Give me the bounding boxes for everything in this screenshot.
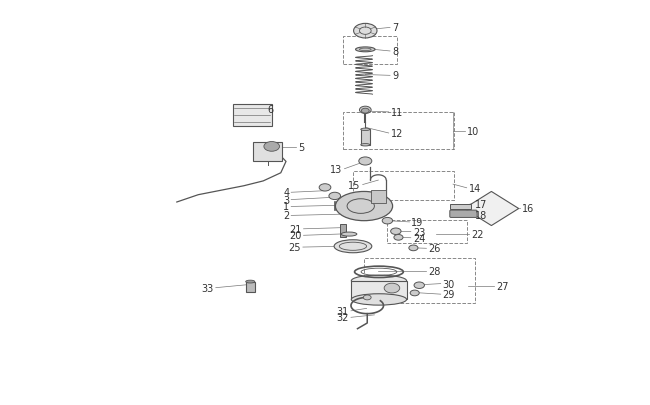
FancyBboxPatch shape <box>361 130 370 145</box>
Circle shape <box>363 295 371 300</box>
Circle shape <box>409 245 418 251</box>
Text: 6: 6 <box>267 104 273 114</box>
Ellipse shape <box>334 240 372 253</box>
Text: 33: 33 <box>202 283 214 293</box>
Text: 20: 20 <box>289 231 302 241</box>
Ellipse shape <box>356 48 375 53</box>
Circle shape <box>394 235 403 241</box>
Text: 32: 32 <box>337 313 349 322</box>
Text: 8: 8 <box>392 47 398 57</box>
Ellipse shape <box>361 129 370 131</box>
Text: 31: 31 <box>337 306 349 316</box>
Text: 19: 19 <box>411 217 424 227</box>
Circle shape <box>354 24 377 39</box>
Circle shape <box>384 284 400 293</box>
Ellipse shape <box>351 294 407 305</box>
Ellipse shape <box>335 192 393 221</box>
FancyBboxPatch shape <box>246 282 255 292</box>
Circle shape <box>361 109 369 114</box>
Polygon shape <box>464 192 519 226</box>
Circle shape <box>319 184 331 192</box>
Text: 7: 7 <box>392 23 398 33</box>
Text: 14: 14 <box>469 183 481 193</box>
Text: 4: 4 <box>283 188 289 198</box>
Ellipse shape <box>246 280 255 284</box>
Circle shape <box>382 218 393 224</box>
Ellipse shape <box>341 232 357 237</box>
Text: 27: 27 <box>496 281 508 291</box>
Text: 3: 3 <box>283 195 289 205</box>
Circle shape <box>264 142 280 152</box>
Text: 1: 1 <box>283 202 289 212</box>
Text: 22: 22 <box>471 229 484 239</box>
Circle shape <box>391 228 401 235</box>
Circle shape <box>329 193 341 200</box>
Text: 28: 28 <box>428 266 441 276</box>
Text: 25: 25 <box>289 243 301 252</box>
Text: 18: 18 <box>475 211 488 221</box>
Text: 11: 11 <box>391 108 403 117</box>
Circle shape <box>359 158 372 166</box>
FancyBboxPatch shape <box>450 211 477 218</box>
FancyBboxPatch shape <box>340 225 346 237</box>
FancyBboxPatch shape <box>351 281 407 300</box>
Text: 9: 9 <box>392 71 398 81</box>
Ellipse shape <box>351 275 407 287</box>
Text: 15: 15 <box>348 180 361 190</box>
Ellipse shape <box>361 144 370 147</box>
FancyBboxPatch shape <box>370 190 386 203</box>
Circle shape <box>359 107 371 114</box>
Text: 12: 12 <box>391 129 403 139</box>
FancyBboxPatch shape <box>233 105 272 127</box>
Circle shape <box>414 282 424 289</box>
FancyBboxPatch shape <box>254 143 282 162</box>
FancyBboxPatch shape <box>450 204 471 210</box>
Text: 29: 29 <box>443 290 455 299</box>
Text: 2: 2 <box>283 211 289 221</box>
Circle shape <box>410 290 419 296</box>
Text: 30: 30 <box>443 279 455 289</box>
Text: 5: 5 <box>298 143 304 153</box>
Text: 10: 10 <box>467 126 479 136</box>
Text: 17: 17 <box>475 199 488 209</box>
Text: 24: 24 <box>413 233 425 243</box>
Text: 21: 21 <box>289 224 302 234</box>
Text: 26: 26 <box>428 244 441 254</box>
Text: 13: 13 <box>330 164 343 174</box>
Text: 16: 16 <box>522 204 534 214</box>
Text: 23: 23 <box>413 227 425 237</box>
